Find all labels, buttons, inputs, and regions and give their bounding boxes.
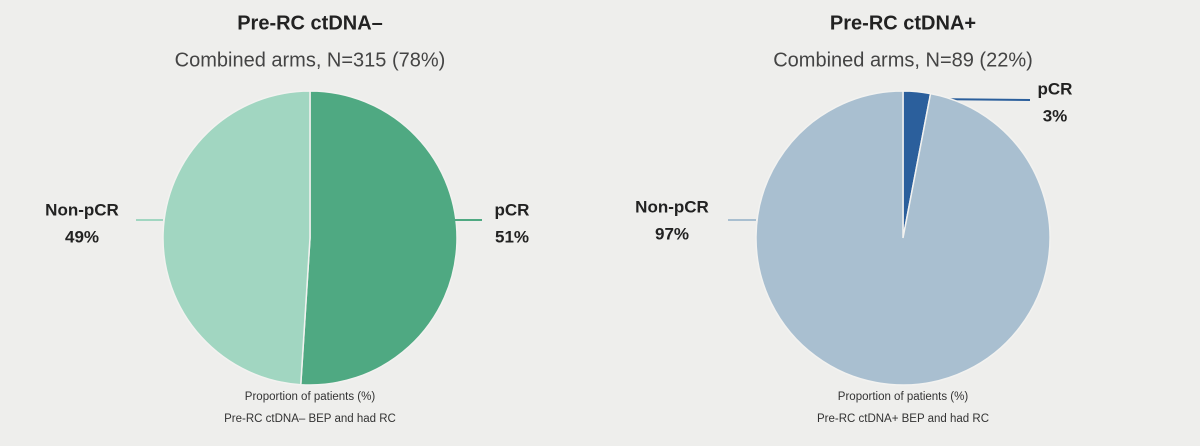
chart-title: Pre-RC ctDNA– (237, 12, 383, 34)
slice-label: pCR (1038, 79, 1073, 98)
value-label: 51% (495, 227, 529, 246)
footnote: Pre-RC ctDNA– BEP and had RC (224, 413, 396, 425)
chart-subtitle: Combined arms, N=89 (22%) (773, 49, 1033, 71)
footnote: Proportion of patients (%) (245, 391, 376, 403)
chart-subtitle: Combined arms, N=315 (78%) (175, 49, 446, 71)
slice-label: pCR (495, 200, 530, 219)
slice-label: Non-pCR (635, 197, 709, 216)
footnote: Proportion of patients (%) (838, 391, 969, 403)
pie-slice (162, 90, 311, 386)
chart-title: Pre-RC ctDNA+ (830, 12, 976, 34)
slice-label: Non-pCR (45, 200, 119, 219)
value-label: 49% (65, 227, 99, 246)
pie-slice (755, 90, 1051, 386)
value-label: 97% (655, 224, 689, 243)
pie-slice (299, 90, 458, 386)
value-label: 3% (1043, 106, 1068, 125)
footnote: Pre-RC ctDNA+ BEP and had RC (817, 413, 989, 425)
